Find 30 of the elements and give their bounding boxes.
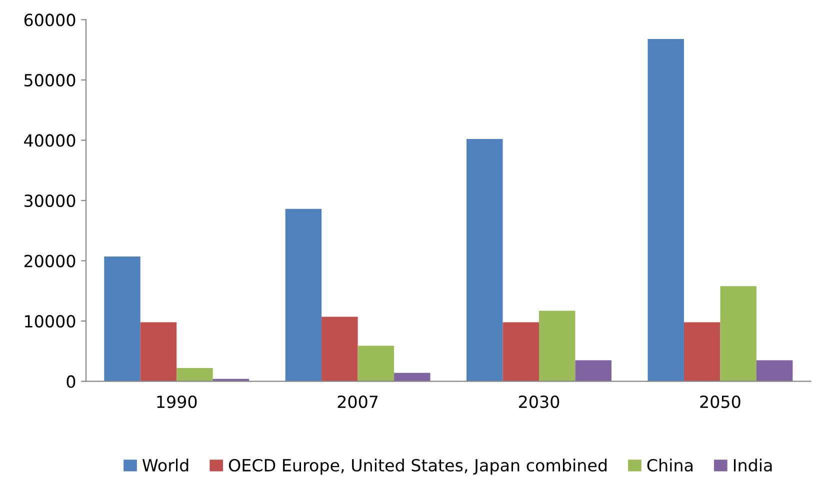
bar [502,322,540,382]
bar [285,208,322,382]
bar [648,38,684,382]
x-tick-label: 2050 [700,395,740,408]
y-tick-label: 10000 [25,314,76,328]
x-tick-label: 1990 [157,395,197,408]
bar [104,256,140,382]
y-tick-label: 20000 [24,254,76,268]
bar [394,372,430,382]
legend-label: OECD Europe, United States, Japan combined [228,458,607,475]
bar [575,360,612,382]
y-tick-label: 30000 [24,194,76,208]
bar [466,139,503,382]
bar [176,368,213,382]
bar [358,346,394,382]
x-tick-label: 2030 [519,395,560,408]
bar [720,286,756,382]
x-tick-label: 2007 [338,395,378,408]
legend-label: World [142,458,188,472]
y-tick-label: 0 [66,375,76,388]
bar [539,310,576,382]
bar [322,316,358,382]
legend-label: India [734,458,772,472]
y-tick-label: 50000 [24,74,76,87]
legend-label: China [647,458,692,472]
y-tick-label: 40000 [24,134,76,147]
y-tick-label: 60000 [24,14,76,26]
bar [756,360,793,382]
bar [684,322,720,382]
bar [140,322,177,382]
